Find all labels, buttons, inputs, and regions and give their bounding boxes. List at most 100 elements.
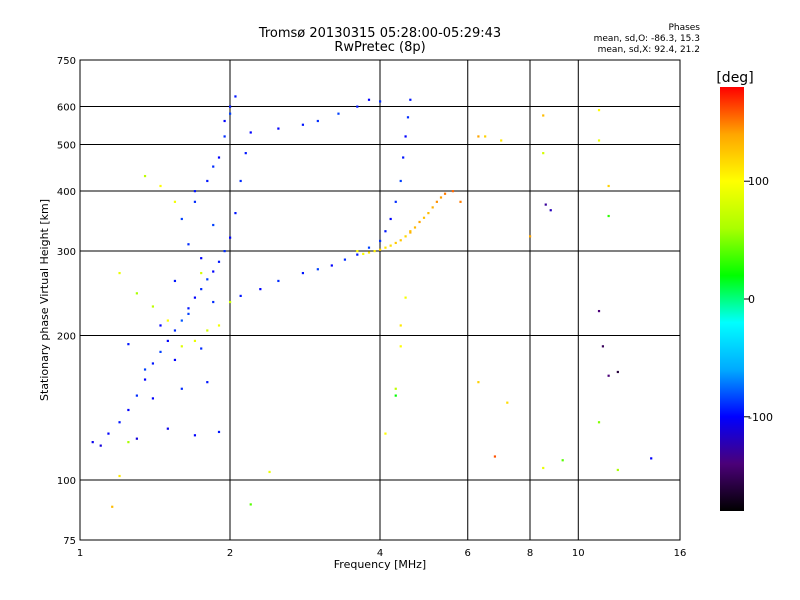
data-point (549, 209, 552, 212)
chart-subtitle: RwPretec (8p) (334, 40, 426, 55)
data-point (362, 252, 365, 256)
data-point (118, 271, 121, 275)
data-point (239, 294, 242, 297)
data-point (229, 236, 232, 239)
data-point (127, 408, 130, 412)
stats-line-x: mean, sd,X: 92.4, 21.2 (597, 45, 700, 55)
data-point (459, 200, 462, 203)
data-point (166, 339, 169, 343)
data-point (431, 206, 434, 209)
data-point (542, 114, 545, 117)
y-tick-label: 400 (57, 187, 76, 198)
data-point (180, 319, 183, 322)
colorbar-tick-label: 100 (748, 175, 769, 188)
data-point (239, 179, 242, 183)
data-point (379, 100, 382, 103)
data-point (439, 196, 443, 199)
data-point (379, 239, 382, 243)
data-point (597, 309, 601, 313)
data-point (356, 253, 359, 256)
chart-title: Tromsø 20130315 05:28:00-05:29:43 (258, 26, 502, 41)
data-point (422, 216, 426, 219)
data-point (187, 307, 190, 310)
x-tick-label: 16 (674, 548, 687, 559)
data-point (118, 474, 121, 478)
data-point (127, 343, 130, 346)
data-point (529, 235, 532, 238)
x-tick-label: 1 (77, 548, 83, 559)
data-point (500, 139, 503, 142)
data-point (413, 226, 417, 229)
data-point (418, 220, 421, 224)
data-point (399, 345, 402, 348)
data-point (384, 230, 387, 233)
data-point (484, 135, 487, 138)
data-point (268, 470, 271, 474)
data-point (402, 156, 405, 159)
data-point (451, 190, 455, 193)
data-point (200, 288, 203, 291)
data-point (301, 271, 305, 275)
data-point (601, 345, 605, 348)
data-point (107, 432, 110, 435)
data-point (166, 319, 169, 322)
data-point (193, 434, 197, 437)
data-point (394, 200, 397, 203)
x-axis-label: Frequency [MHz] (334, 558, 426, 571)
data-point (409, 230, 412, 233)
data-point (229, 112, 232, 115)
data-point (316, 268, 319, 271)
data-point (173, 329, 177, 332)
data-point (406, 116, 410, 119)
data-point (200, 257, 203, 260)
data-point (561, 459, 564, 462)
data-point (212, 270, 215, 273)
data-point (607, 374, 610, 377)
data-point (607, 184, 610, 188)
data-point (135, 394, 138, 397)
data-point (217, 156, 221, 159)
data-point (206, 381, 209, 384)
colorbar-ticks: 100 0 -100 (744, 175, 773, 424)
data-point (166, 427, 169, 430)
data-point (343, 258, 347, 261)
data-point (200, 347, 203, 350)
data-point (259, 288, 262, 291)
stats-line-o: mean, sd,O: -86.3, 15.3 (593, 34, 700, 44)
data-point (399, 179, 402, 183)
data-point (180, 345, 183, 348)
data-point (384, 246, 387, 249)
data-point (404, 296, 407, 299)
data-point (542, 466, 545, 470)
data-point (173, 358, 177, 362)
data-point (127, 441, 130, 444)
data-point (118, 421, 121, 424)
data-point (597, 421, 601, 424)
data-point (356, 105, 359, 108)
x-tick-label: 2 (227, 548, 233, 559)
data-point (399, 239, 402, 242)
data-point (616, 370, 619, 374)
data-point (173, 279, 177, 283)
data-point (159, 350, 162, 353)
data-point (394, 394, 397, 397)
data-point (373, 250, 376, 253)
data-point (367, 251, 371, 254)
axis-ticks: 1 2 4 6 8 10 16 75 100 200 300 400 500 600 750 (57, 56, 686, 559)
data-point (409, 98, 412, 101)
data-point (159, 184, 162, 188)
data-point (435, 200, 438, 203)
data-point (187, 243, 190, 246)
stats-heading: Phases (668, 23, 700, 33)
data-point (544, 203, 547, 206)
plot-frame (79, 59, 681, 541)
data-point (409, 231, 412, 234)
data-point (404, 235, 407, 238)
y-tick-label: 300 (57, 247, 76, 258)
data-point (542, 152, 545, 155)
data-point (427, 212, 430, 215)
data-point (91, 441, 94, 444)
data-point (249, 503, 252, 506)
y-tick-label: 750 (57, 56, 76, 67)
